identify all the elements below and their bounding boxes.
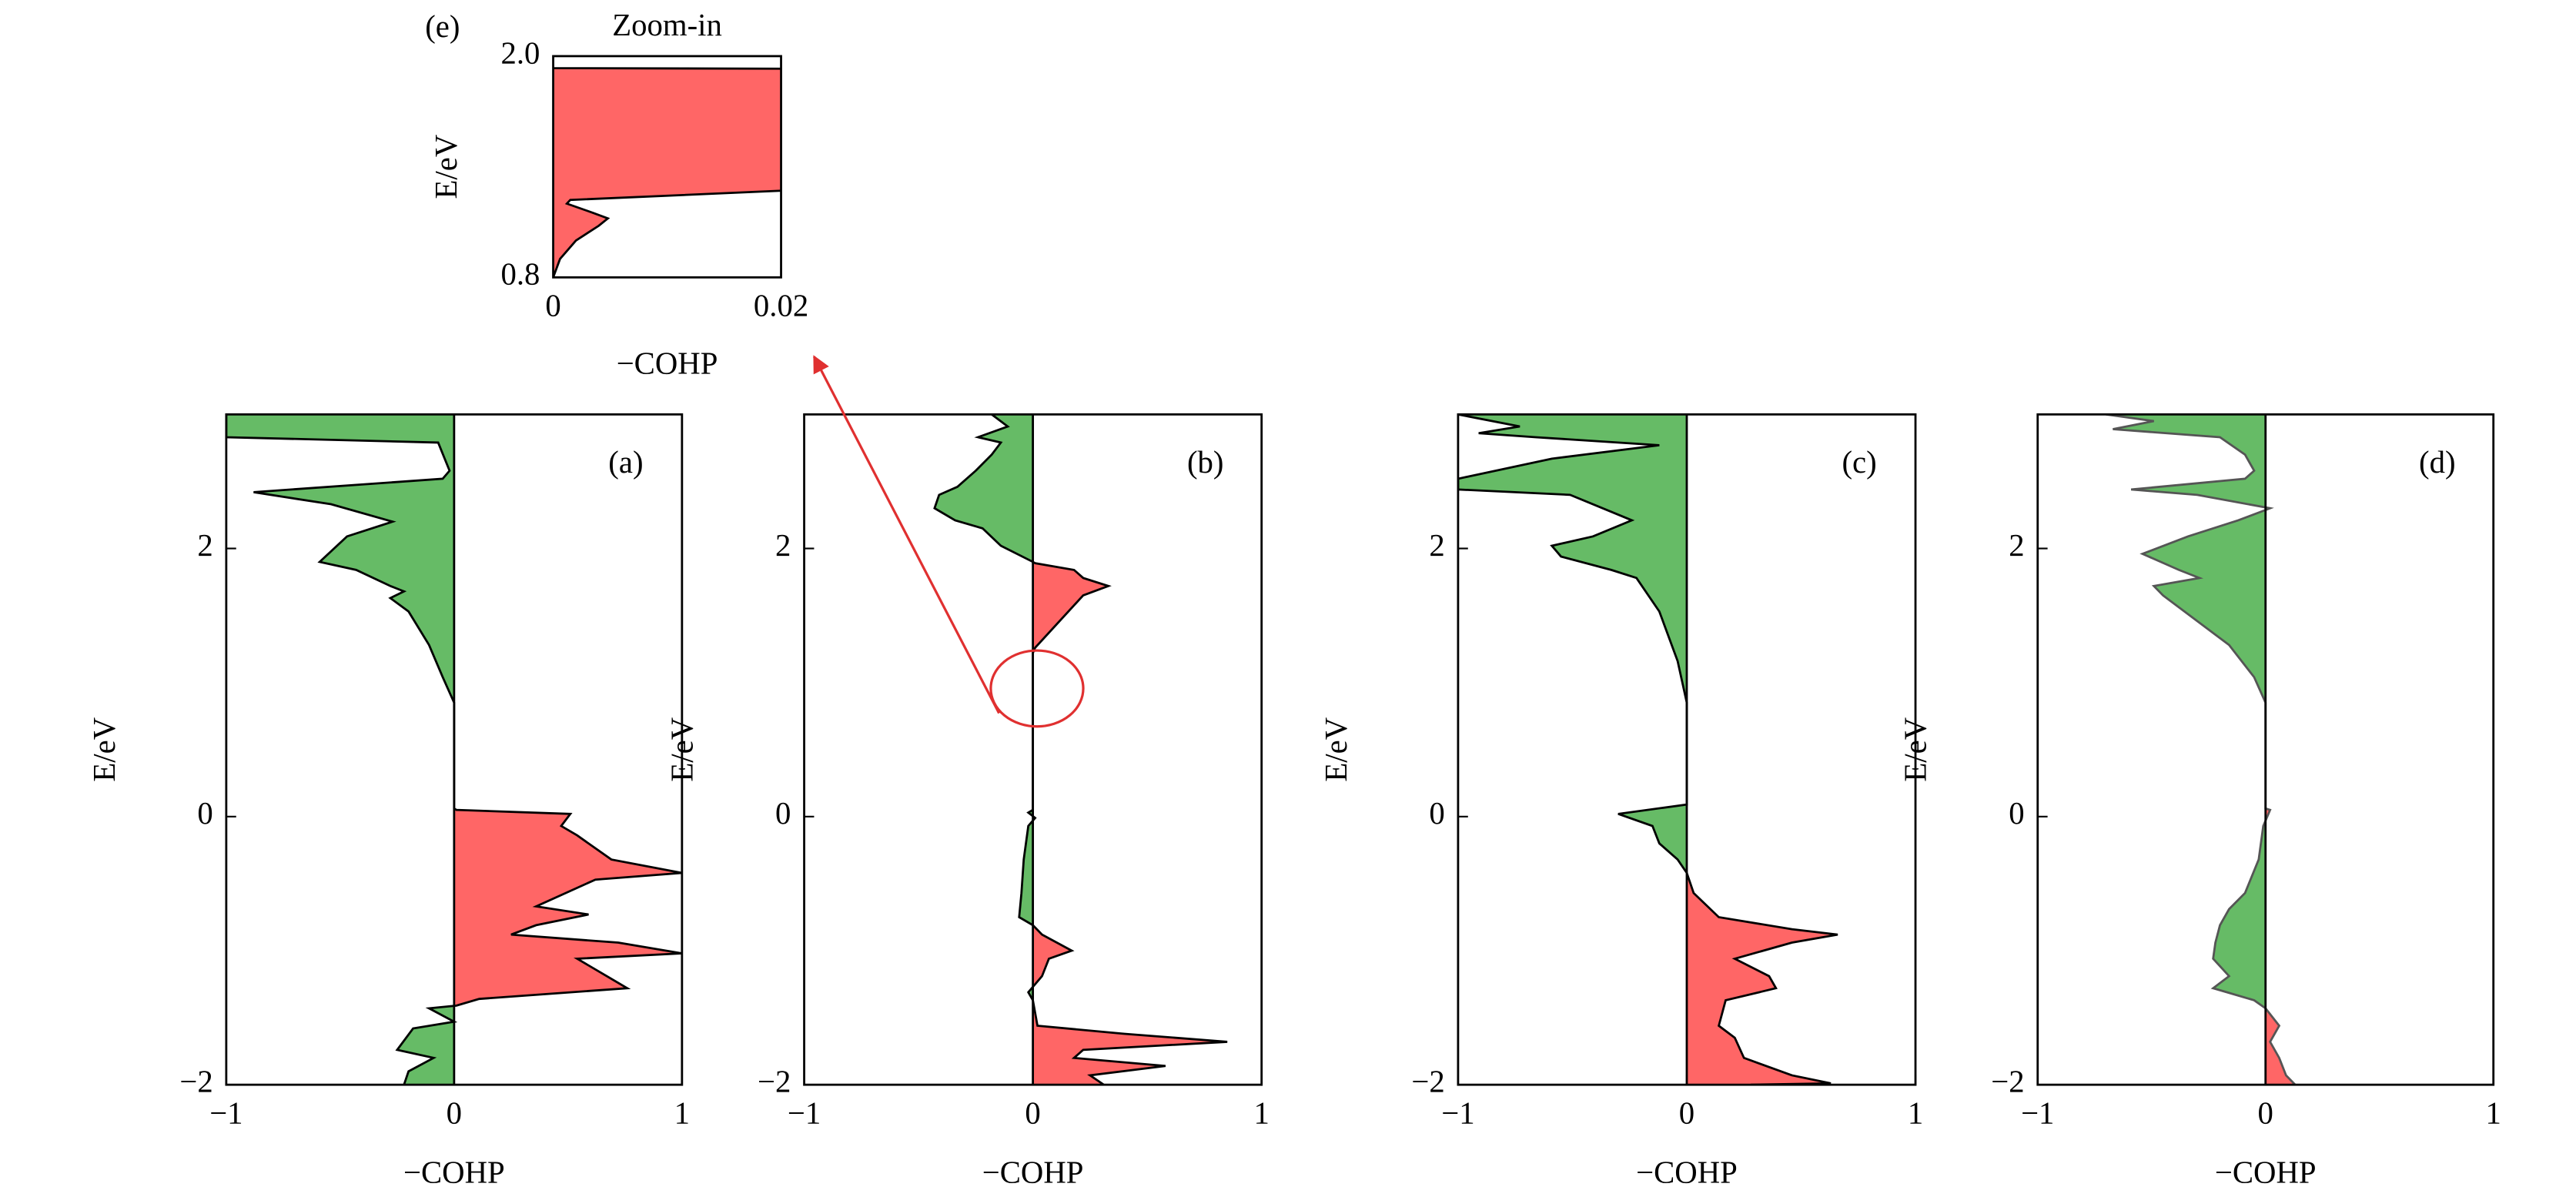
- y-tick-label: 2: [2009, 528, 2024, 563]
- negative-area: [1457, 414, 1687, 1085]
- x-tick-label: −1: [209, 1095, 243, 1130]
- cohp-line: [933, 414, 1228, 1085]
- panel-label: (b): [1187, 445, 1224, 480]
- x-tick-label: 0: [447, 1095, 462, 1130]
- x-axis-label: −COHP: [2215, 1155, 2317, 1189]
- y-tick-label: 2.0: [500, 35, 540, 70]
- x-axis-label: −COHP: [403, 1155, 505, 1189]
- negative-area: [226, 414, 454, 1085]
- positive-area: [1032, 414, 1228, 1085]
- y-tick-label: 2: [1429, 528, 1444, 563]
- zoom-arrow: [813, 355, 1001, 714]
- charts: −1 0 1 −2 0 2 −COHP E/eV (a) −1 0 1 −2 0 2 −COHP E/eV (b)…: [87, 8, 2501, 1190]
- x-tick-label: 1: [1908, 1095, 1923, 1130]
- y-axis-label: E/eV: [429, 135, 463, 199]
- x-axis-label: −COHP: [617, 346, 718, 381]
- plot-frame: [225, 413, 684, 1086]
- y-tick-label: −2: [179, 1065, 212, 1099]
- plot-frame: [552, 55, 782, 279]
- y-tick-label: 2: [775, 528, 791, 563]
- panel-label: (d): [2419, 445, 2456, 480]
- y-tick-label: 0: [775, 796, 791, 831]
- x-tick-label: −1: [2021, 1095, 2054, 1130]
- y-tick-label: −2: [1991, 1065, 2024, 1099]
- y-tick-label: 0.8: [500, 257, 540, 292]
- panel-title: Zoom-in: [612, 8, 722, 42]
- y-tick-label: −2: [1411, 1065, 1444, 1099]
- negative-area: [2106, 414, 2266, 1085]
- positive-area: [2265, 414, 2296, 1085]
- plot-frame: [2036, 413, 2495, 1086]
- x-axis-label: −COHP: [1636, 1155, 1738, 1189]
- y-tick-label: 0: [2009, 796, 2024, 831]
- x-tick-label: 0: [1025, 1095, 1040, 1130]
- cohp-line: [226, 414, 682, 1085]
- x-tick-label: −1: [1441, 1095, 1474, 1130]
- y-tick-label: −2: [758, 1065, 791, 1099]
- panel-label: (c): [1842, 445, 1876, 480]
- plot-frame: [1457, 413, 1917, 1086]
- x-tick-label: 1: [2486, 1095, 2501, 1130]
- y-axis-label: E/eV: [1899, 717, 1933, 782]
- x-tick-label: 0.02: [754, 288, 808, 323]
- x-tick-label: −1: [788, 1095, 821, 1130]
- cohp-line: [1457, 414, 1838, 1085]
- x-axis-label: −COHP: [982, 1155, 1084, 1189]
- y-axis-label: E/eV: [1319, 717, 1353, 782]
- y-axis-label: E/eV: [87, 717, 122, 782]
- x-tick-label: 1: [1253, 1095, 1269, 1130]
- x-tick-label: 0: [545, 288, 560, 323]
- x-tick-label: 0: [2258, 1095, 2273, 1130]
- panel-label: (e): [425, 9, 460, 44]
- positive-area: [453, 414, 682, 1085]
- y-tick-label: 0: [1429, 796, 1444, 831]
- x-tick-label: 1: [674, 1095, 690, 1130]
- y-tick-label: 2: [197, 528, 212, 563]
- x-tick-label: 0: [1679, 1095, 1694, 1130]
- cohp-line: [2106, 414, 2297, 1085]
- y-tick-label: 0: [197, 796, 212, 831]
- highlight-circle: [989, 649, 1085, 728]
- cohp-line: [553, 55, 781, 278]
- y-axis-label: E/eV: [664, 717, 699, 782]
- plot-frame: [803, 413, 1263, 1086]
- positive-area: [553, 55, 781, 278]
- panel-label: (a): [608, 445, 643, 480]
- negative-area: [934, 414, 1033, 1085]
